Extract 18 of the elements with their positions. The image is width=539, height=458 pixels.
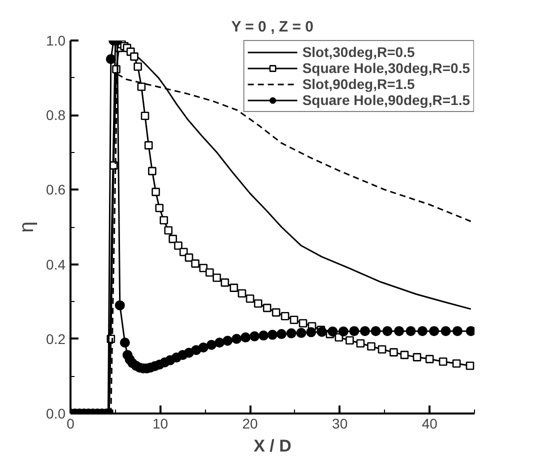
x-tick-label: 30: [332, 416, 348, 432]
y-tick-label: 0.6: [46, 182, 66, 198]
y-tick-label: 0.0: [46, 406, 66, 422]
legend-label: Square Hole,90deg,R=1.5: [302, 92, 470, 108]
chart-title: Y = 0 , Z = 0: [231, 18, 314, 36]
y-axis-title: η: [16, 221, 38, 233]
x-axis-title: X / D: [254, 436, 292, 456]
y-tick-label: 1.0: [46, 32, 66, 48]
x-tick-label: 10: [152, 416, 168, 432]
legend-label: Slot,30deg,R=0.5: [302, 44, 415, 60]
y-tick-label: 0.2: [46, 330, 66, 347]
x-tick-label: 0: [66, 416, 75, 432]
legend-label: Square Hole,30deg,R=0.5: [302, 60, 470, 76]
x-tick-label: 20: [242, 416, 258, 432]
x-tick-label: 40: [422, 416, 438, 432]
y-tick-label: 0.4: [46, 256, 66, 272]
y-tick-label: 0.8: [46, 107, 66, 124]
legend-label: Slot,90deg,R=1.5: [302, 76, 415, 92]
